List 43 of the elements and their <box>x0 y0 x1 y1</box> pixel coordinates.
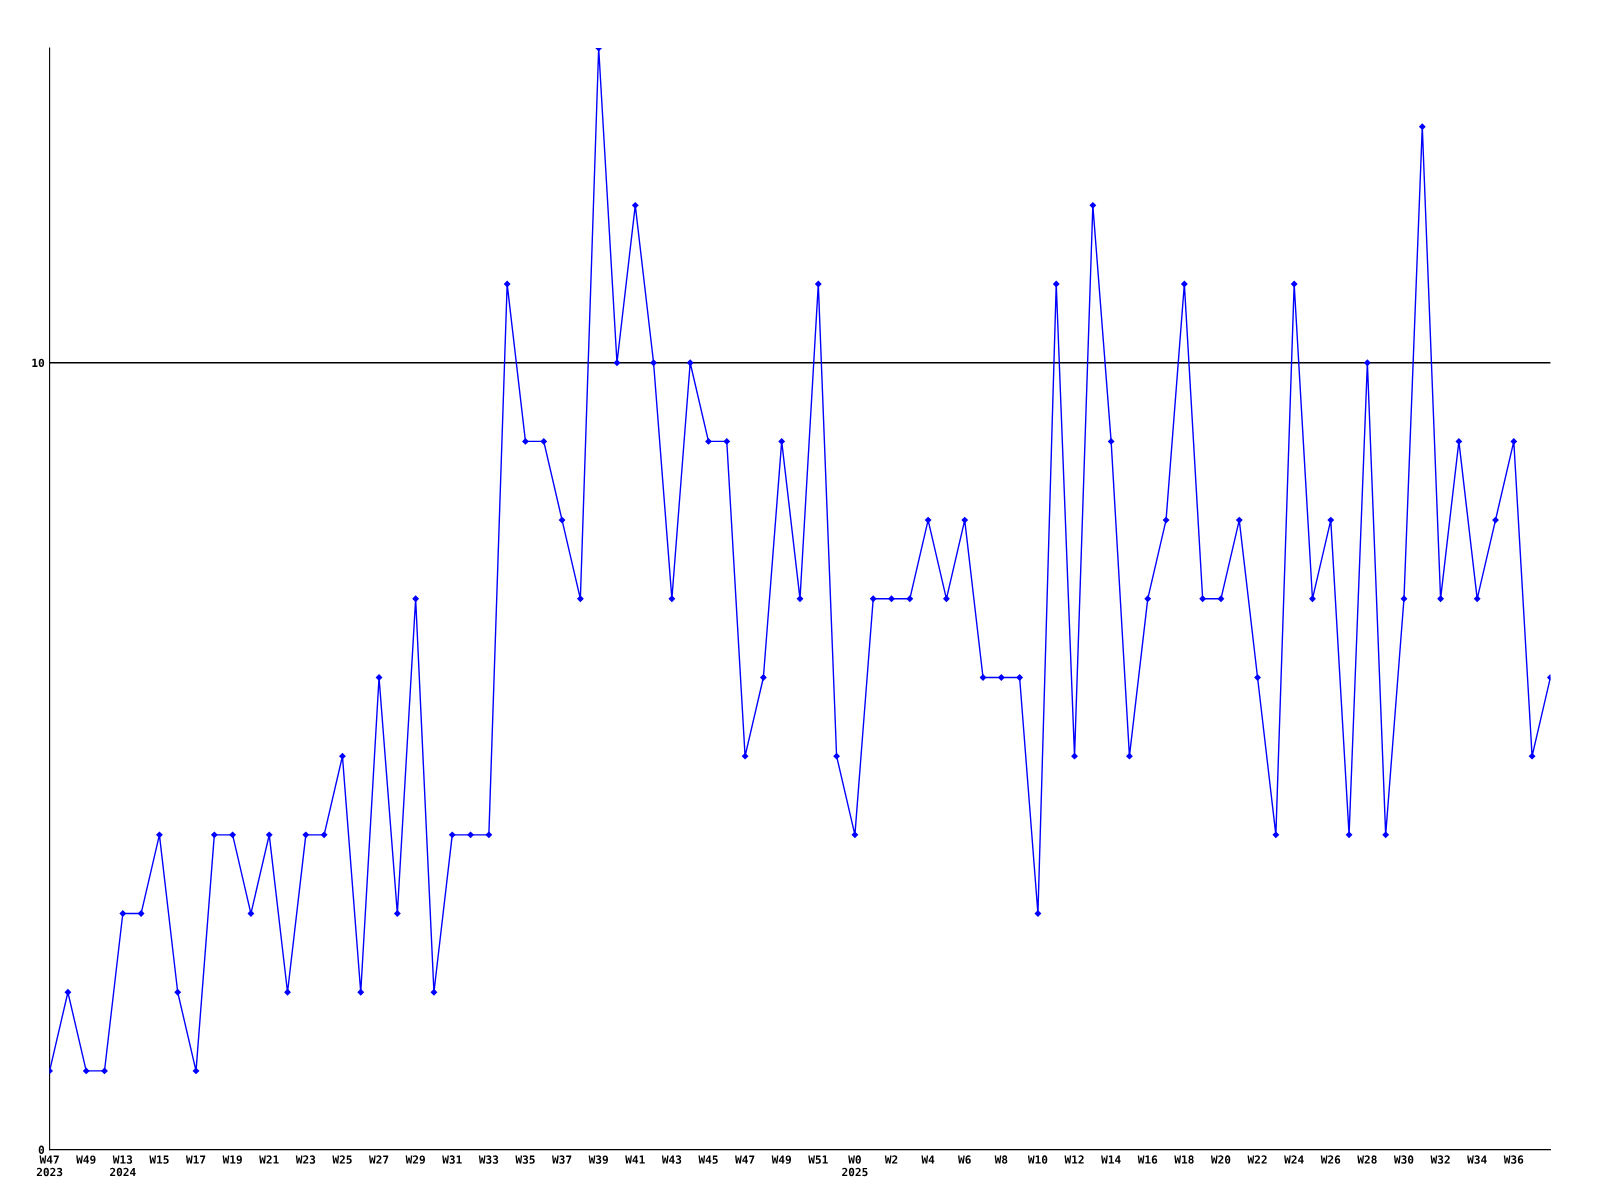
x-tick-label: W16 <box>1137 1155 1158 1164</box>
x-tick-label: W26 <box>1320 1155 1341 1164</box>
x-tick-label: W17 <box>185 1155 206 1164</box>
x-tick-label: W10 <box>1027 1155 1048 1164</box>
x-tick-label: W23 <box>295 1155 316 1164</box>
x-tick-label: W34 <box>1467 1155 1487 1164</box>
x-tick-label: W18 <box>1174 1155 1194 1164</box>
x-tick-label: W14 <box>1101 1155 1121 1164</box>
x-tick-label: W47 <box>735 1155 755 1164</box>
x-tick-label: W43 <box>661 1155 682 1164</box>
x-tick-label: W49 <box>771 1155 792 1164</box>
x-tick-label: W0 2025 <box>842 1155 868 1177</box>
y-tick-label: 10 <box>32 358 45 368</box>
x-tick-label: W49 <box>76 1155 96 1164</box>
x-tick-label: W27 <box>369 1155 389 1164</box>
x-tick-label: W28 <box>1357 1155 1377 1164</box>
x-tick-label: W2 <box>884 1155 898 1164</box>
x-tick-label: W12 <box>1064 1155 1084 1164</box>
x-tick-label: W45 <box>698 1155 718 1164</box>
x-tick-label: W25 <box>332 1155 352 1164</box>
x-tick-label: W36 <box>1503 1155 1524 1164</box>
x-tick-label: W32 <box>1430 1155 1450 1164</box>
x-tick-label: W31 <box>442 1155 462 1164</box>
x-tick-label: W37 <box>552 1155 572 1164</box>
x-tick-label: W22 <box>1247 1155 1267 1164</box>
x-tick-label: W29 <box>405 1155 425 1164</box>
x-tick-label: W30 <box>1393 1155 1414 1164</box>
x-tick-label: W35 <box>515 1155 535 1164</box>
x-tick-label: W21 <box>259 1155 279 1164</box>
y-tick-label: 0 <box>38 1145 45 1154</box>
x-tick-label: W4 <box>921 1155 935 1164</box>
x-tick-label: W8 <box>994 1155 1008 1164</box>
x-tick-label: W33 <box>478 1155 499 1164</box>
x-tick-label: W47 2023 <box>36 1155 63 1177</box>
x-tick-label: W19 <box>222 1155 242 1164</box>
x-tick-label: W13 2024 <box>110 1155 136 1177</box>
x-tick-label: W6 <box>958 1155 971 1164</box>
x-tick-label: W20 <box>1210 1155 1231 1164</box>
x-tick-label: W39 <box>588 1155 608 1164</box>
x-tick-label: W41 <box>625 1155 645 1164</box>
x-tick-label: W15 <box>149 1155 169 1164</box>
x-tick-label: W51 <box>808 1155 828 1164</box>
x-tick-label: W24 <box>1284 1155 1304 1164</box>
